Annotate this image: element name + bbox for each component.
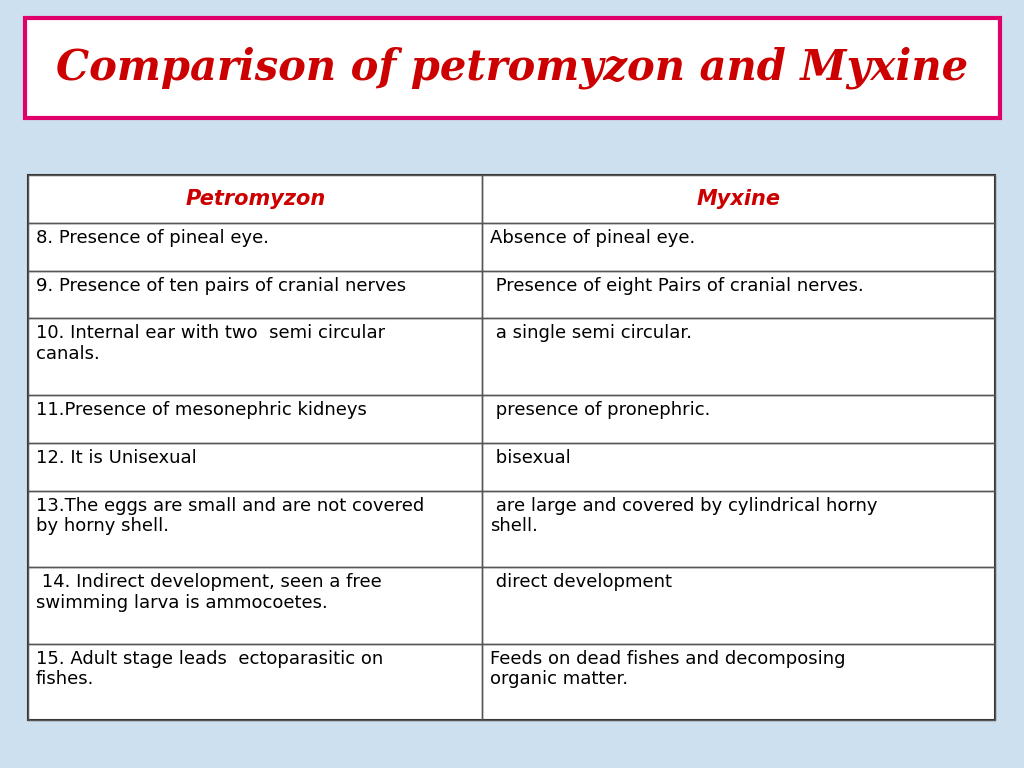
- Bar: [482, 223, 995, 270]
- Bar: [28, 175, 482, 223]
- Text: bisexual: bisexual: [490, 449, 571, 467]
- Text: Myxine: Myxine: [696, 189, 780, 209]
- Bar: [28, 442, 482, 491]
- Text: Feeds on dead fishes and decomposing
organic matter.: Feeds on dead fishes and decomposing org…: [490, 650, 846, 688]
- Bar: [482, 175, 995, 223]
- Text: Absence of pineal eye.: Absence of pineal eye.: [490, 229, 695, 247]
- Text: 13.The eggs are small and are not covered
by horny shell.: 13.The eggs are small and are not covere…: [36, 497, 424, 535]
- Text: 10. Internal ear with two  semi circular
canals.: 10. Internal ear with two semi circular …: [36, 324, 385, 363]
- Bar: [28, 270, 482, 319]
- Bar: [482, 270, 995, 319]
- Text: are large and covered by cylindrical horny
shell.: are large and covered by cylindrical hor…: [490, 497, 878, 535]
- Text: 11.Presence of mesonephric kidneys: 11.Presence of mesonephric kidneys: [36, 401, 367, 419]
- Text: 9. Presence of ten pairs of cranial nerves: 9. Presence of ten pairs of cranial nerv…: [36, 276, 407, 295]
- Text: 14. Indirect development, seen a free
swimming larva is ammocoetes.: 14. Indirect development, seen a free sw…: [36, 573, 382, 612]
- Text: Comparison of petromyzon and Myxine: Comparison of petromyzon and Myxine: [56, 47, 969, 89]
- Bar: [482, 319, 995, 395]
- Bar: [28, 223, 482, 270]
- FancyBboxPatch shape: [28, 175, 995, 720]
- Bar: [482, 442, 995, 491]
- Bar: [482, 644, 995, 720]
- Bar: [482, 395, 995, 442]
- Text: a single semi circular.: a single semi circular.: [490, 324, 692, 343]
- Text: presence of pronephric.: presence of pronephric.: [490, 401, 711, 419]
- Bar: [482, 491, 995, 567]
- Text: Petromyzon: Petromyzon: [185, 189, 326, 209]
- Bar: [482, 567, 995, 644]
- Bar: [28, 491, 482, 567]
- Text: direct development: direct development: [490, 573, 673, 591]
- FancyBboxPatch shape: [25, 18, 1000, 118]
- Bar: [28, 395, 482, 442]
- Text: 15. Adult stage leads  ectoparasitic on
fishes.: 15. Adult stage leads ectoparasitic on f…: [36, 650, 383, 688]
- Bar: [28, 567, 482, 644]
- Text: 12. It is Unisexual: 12. It is Unisexual: [36, 449, 197, 467]
- Bar: [28, 319, 482, 395]
- Text: 8. Presence of pineal eye.: 8. Presence of pineal eye.: [36, 229, 269, 247]
- Bar: [28, 644, 482, 720]
- Text: Presence of eight Pairs of cranial nerves.: Presence of eight Pairs of cranial nerve…: [490, 276, 864, 295]
